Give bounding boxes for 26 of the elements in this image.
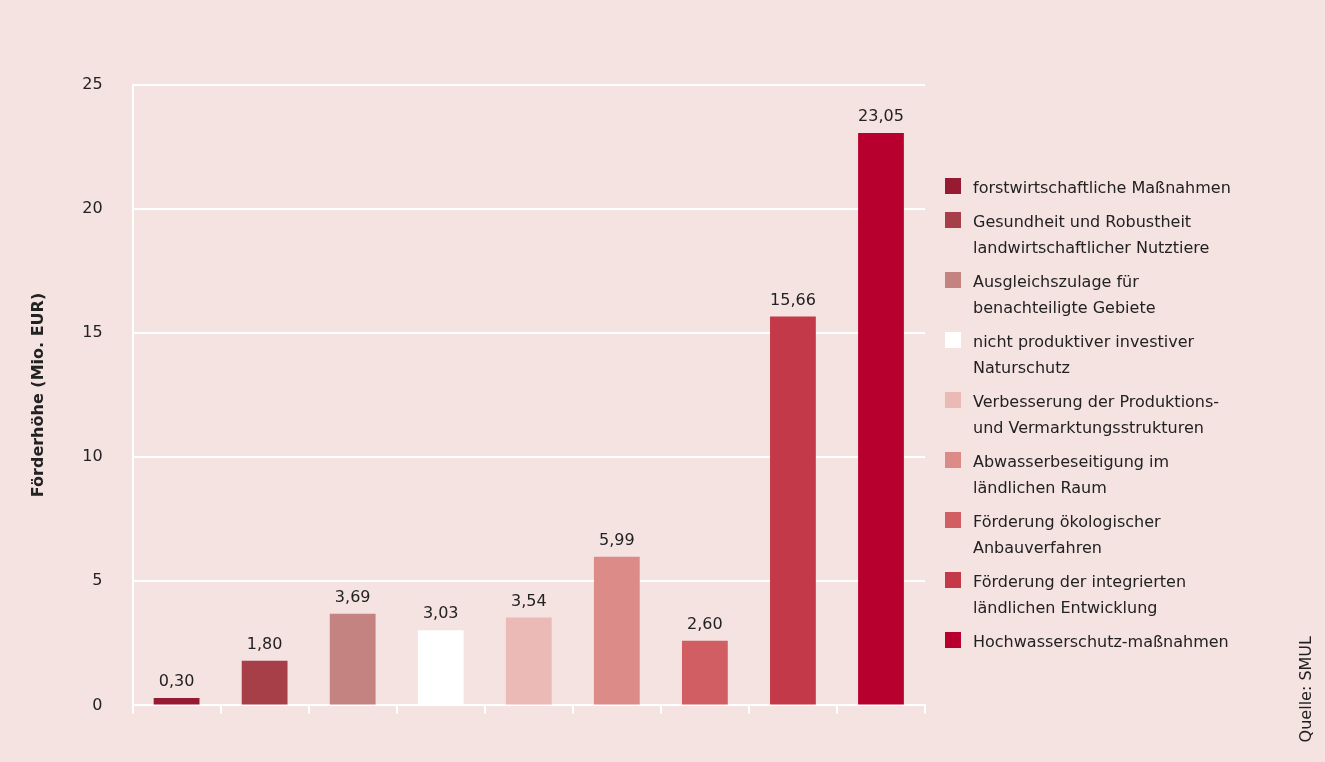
data-label: 23,05 (858, 106, 904, 126)
legend-label: Ausgleichszulage für benachteiligte Gebiete (973, 271, 1157, 319)
data-label: 1,80 (246, 633, 283, 653)
legend-label: nicht produktiver investiver Naturschutz (973, 331, 1196, 379)
source-note: Quelle: SMUL (1296, 635, 1315, 742)
legend-label: forstwirtschaftliche Maßnahmen (973, 177, 1232, 199)
y-tick-label: 20 (82, 197, 103, 217)
y-tick-label: 10 (82, 446, 103, 466)
legend-label: Verbesserung der Produktions- und Vermarktungsstrukturen (973, 391, 1221, 439)
legend-label: Abwasserbeseitigung im ländlichen Raum (973, 451, 1171, 499)
data-label: 0,30 (158, 671, 195, 691)
legend-label: Gesundheit und Robustheit landwirtschaftlicher Nutztiere (973, 211, 1211, 259)
y-tick-label: 25 (82, 73, 103, 93)
y-axis-title: Förderhöhe (Mio. EUR) (27, 292, 47, 498)
legend-label: Förderung ökologischer Anbauverfahren (973, 511, 1162, 559)
data-label: 3,69 (334, 586, 371, 606)
y-tick-label: 15 (82, 322, 103, 342)
data-label: 3,54 (510, 590, 547, 610)
y-tick-label: 5 (92, 570, 103, 590)
data-label: 5,99 (599, 529, 635, 549)
legend-label: Hochwasserschutz-maßnahmen (973, 631, 1230, 653)
data-label: 15,66 (770, 289, 816, 309)
legend-label: Förderung der integrierten ländlichen Entwicklung (973, 571, 1188, 619)
data-label: 3,03 (422, 603, 459, 623)
y-tick-label: 0 (92, 694, 103, 714)
data-label: 2,60 (687, 613, 723, 633)
